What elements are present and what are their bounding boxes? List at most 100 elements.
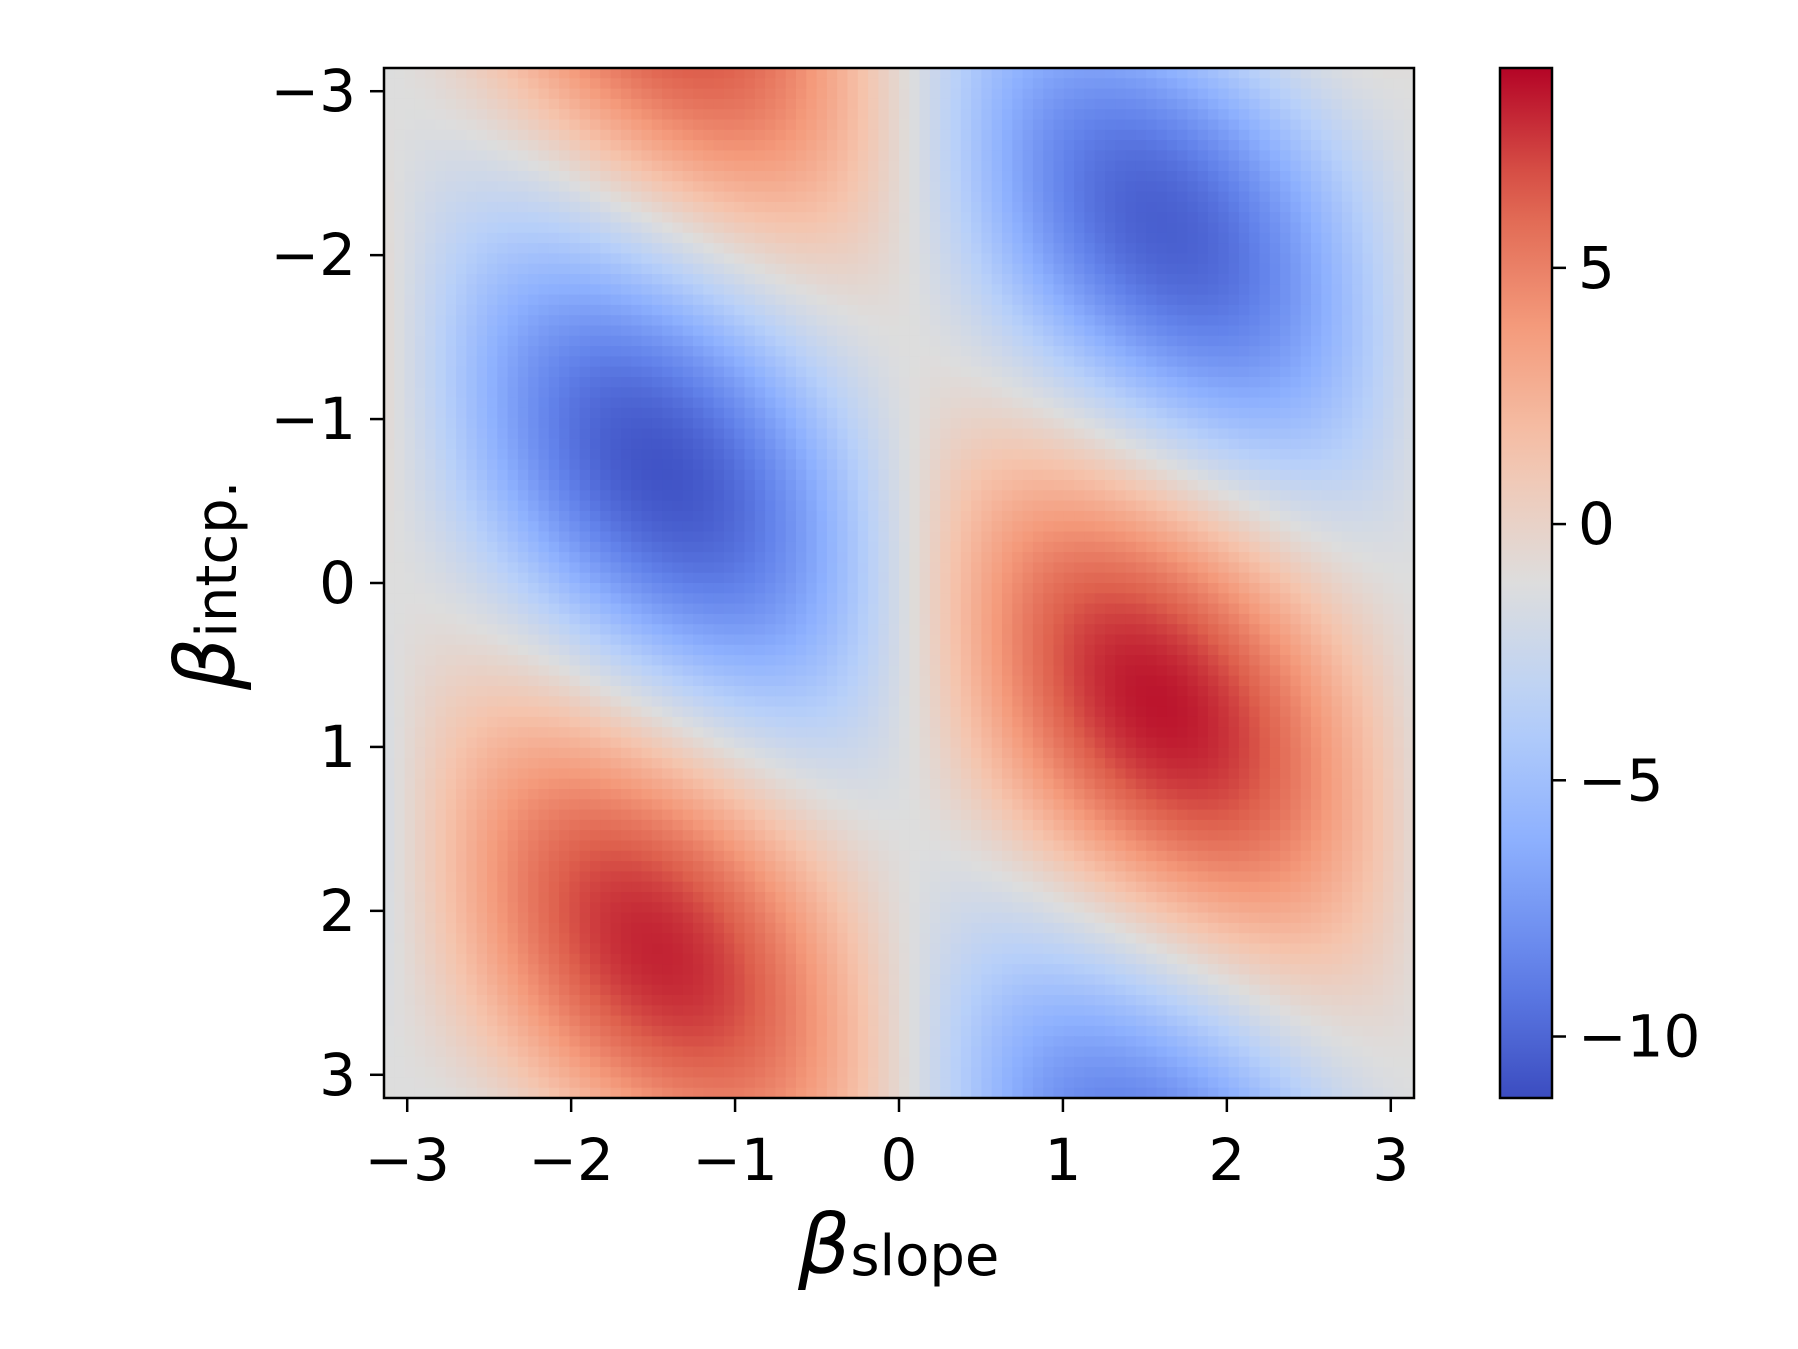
heatmap-cell bbox=[991, 377, 1003, 388]
heatmap-cell bbox=[414, 366, 426, 378]
heatmap-cell bbox=[1084, 459, 1096, 471]
heatmap-cell bbox=[929, 109, 941, 121]
heatmap-cell bbox=[1300, 335, 1312, 347]
heatmap-cell bbox=[1135, 572, 1147, 584]
heatmap-cell bbox=[1362, 171, 1374, 182]
heatmap-cell bbox=[528, 531, 540, 543]
heatmap-cell bbox=[425, 304, 437, 316]
heatmap-cell bbox=[1032, 377, 1044, 388]
heatmap-cell bbox=[1002, 171, 1013, 182]
heatmap-cell bbox=[847, 531, 859, 543]
heatmap-cell bbox=[384, 480, 395, 491]
heatmap-cell bbox=[919, 490, 931, 502]
heatmap-cell bbox=[569, 315, 581, 327]
heatmap-cell bbox=[1105, 366, 1116, 378]
heatmap-cell bbox=[1383, 449, 1394, 460]
heatmap-cell bbox=[600, 150, 612, 162]
heatmap-cell bbox=[971, 552, 982, 563]
heatmap-cell bbox=[1341, 325, 1353, 337]
heatmap-cell bbox=[899, 356, 910, 368]
heatmap-cell bbox=[1321, 109, 1333, 121]
heatmap-cell bbox=[878, 150, 890, 162]
heatmap-cell bbox=[1012, 521, 1024, 533]
heatmap-cell bbox=[878, 274, 890, 285]
heatmap-cell bbox=[414, 212, 426, 224]
heatmap-cell bbox=[1125, 232, 1137, 244]
heatmap-cell bbox=[971, 253, 982, 265]
heatmap-cell bbox=[559, 88, 570, 100]
heatmap-cell bbox=[960, 109, 972, 121]
heatmap-cell bbox=[713, 428, 725, 440]
heatmap-cell bbox=[1105, 480, 1116, 491]
heatmap-cell bbox=[394, 201, 406, 213]
heatmap-cell bbox=[1105, 171, 1116, 182]
heatmap-cell bbox=[579, 160, 591, 172]
heatmap-cell bbox=[1002, 304, 1013, 316]
heatmap-cell bbox=[816, 377, 828, 388]
heatmap-cell bbox=[899, 181, 910, 193]
heatmap-cell bbox=[414, 294, 426, 306]
heatmap-cell bbox=[1300, 325, 1312, 337]
heatmap-cell bbox=[816, 181, 828, 193]
heatmap-cell bbox=[796, 449, 807, 460]
heatmap-cell bbox=[414, 459, 426, 471]
heatmap-cell bbox=[620, 315, 632, 327]
heatmap-cell bbox=[610, 387, 622, 399]
heatmap-cell bbox=[600, 397, 612, 409]
heatmap-cell bbox=[476, 212, 488, 224]
heatmap-cell bbox=[1372, 572, 1384, 584]
heatmap-cell bbox=[414, 480, 426, 491]
heatmap-cell bbox=[1115, 490, 1127, 502]
heatmap-cell bbox=[847, 480, 859, 491]
heatmap-cell bbox=[1074, 263, 1085, 275]
heatmap-cell bbox=[1187, 418, 1199, 430]
heatmap-cell bbox=[1002, 377, 1013, 388]
heatmap-cell bbox=[569, 98, 581, 110]
heatmap-cell bbox=[497, 418, 509, 430]
heatmap-cell bbox=[734, 449, 746, 460]
heatmap-cell bbox=[1146, 304, 1158, 316]
heatmap-cell bbox=[559, 232, 570, 244]
heatmap-cell bbox=[651, 366, 663, 378]
heatmap-cell bbox=[1125, 407, 1137, 419]
heatmap-cell bbox=[445, 129, 457, 141]
heatmap-cell bbox=[744, 521, 756, 533]
heatmap-cell bbox=[517, 335, 529, 347]
heatmap-cell bbox=[693, 294, 704, 306]
heatmap-cell bbox=[404, 88, 416, 100]
heatmap-cell bbox=[641, 181, 653, 193]
heatmap-cell bbox=[1177, 160, 1188, 172]
heatmap-cell bbox=[487, 572, 498, 584]
heatmap-cell bbox=[1331, 171, 1343, 182]
heatmap-cell bbox=[1187, 284, 1199, 296]
heatmap-plot bbox=[382, 66, 1416, 1100]
heatmap-cell bbox=[1208, 274, 1219, 285]
heatmap-cell bbox=[1311, 490, 1322, 502]
heatmap-cell bbox=[1321, 428, 1333, 440]
heatmap-cell bbox=[1094, 500, 1106, 512]
heatmap-cell bbox=[1084, 253, 1096, 265]
heatmap-cell bbox=[1197, 541, 1209, 553]
heatmap-cell bbox=[517, 428, 529, 440]
heatmap-cell bbox=[765, 263, 776, 275]
heatmap-cell bbox=[579, 407, 591, 419]
heatmap-cell bbox=[796, 171, 807, 182]
heatmap-cell bbox=[548, 562, 560, 574]
heatmap-cell bbox=[682, 469, 694, 481]
heatmap-cell bbox=[1032, 397, 1044, 409]
heatmap-cell bbox=[816, 521, 828, 533]
heatmap-cell bbox=[476, 510, 488, 522]
heatmap-cell bbox=[1125, 346, 1137, 357]
heatmap-cell bbox=[1074, 191, 1085, 203]
heatmap-cell bbox=[1331, 212, 1343, 224]
heatmap-cell bbox=[435, 552, 447, 563]
heatmap-cell bbox=[1063, 480, 1075, 491]
heatmap-cell bbox=[517, 438, 529, 450]
heatmap-cell bbox=[476, 469, 488, 481]
heatmap-cell bbox=[1012, 140, 1024, 151]
heatmap-cell bbox=[1074, 88, 1085, 100]
heatmap-cell bbox=[1002, 325, 1013, 337]
heatmap-cell bbox=[517, 119, 529, 131]
heatmap-cell bbox=[1352, 572, 1364, 584]
heatmap-cell bbox=[445, 562, 457, 574]
